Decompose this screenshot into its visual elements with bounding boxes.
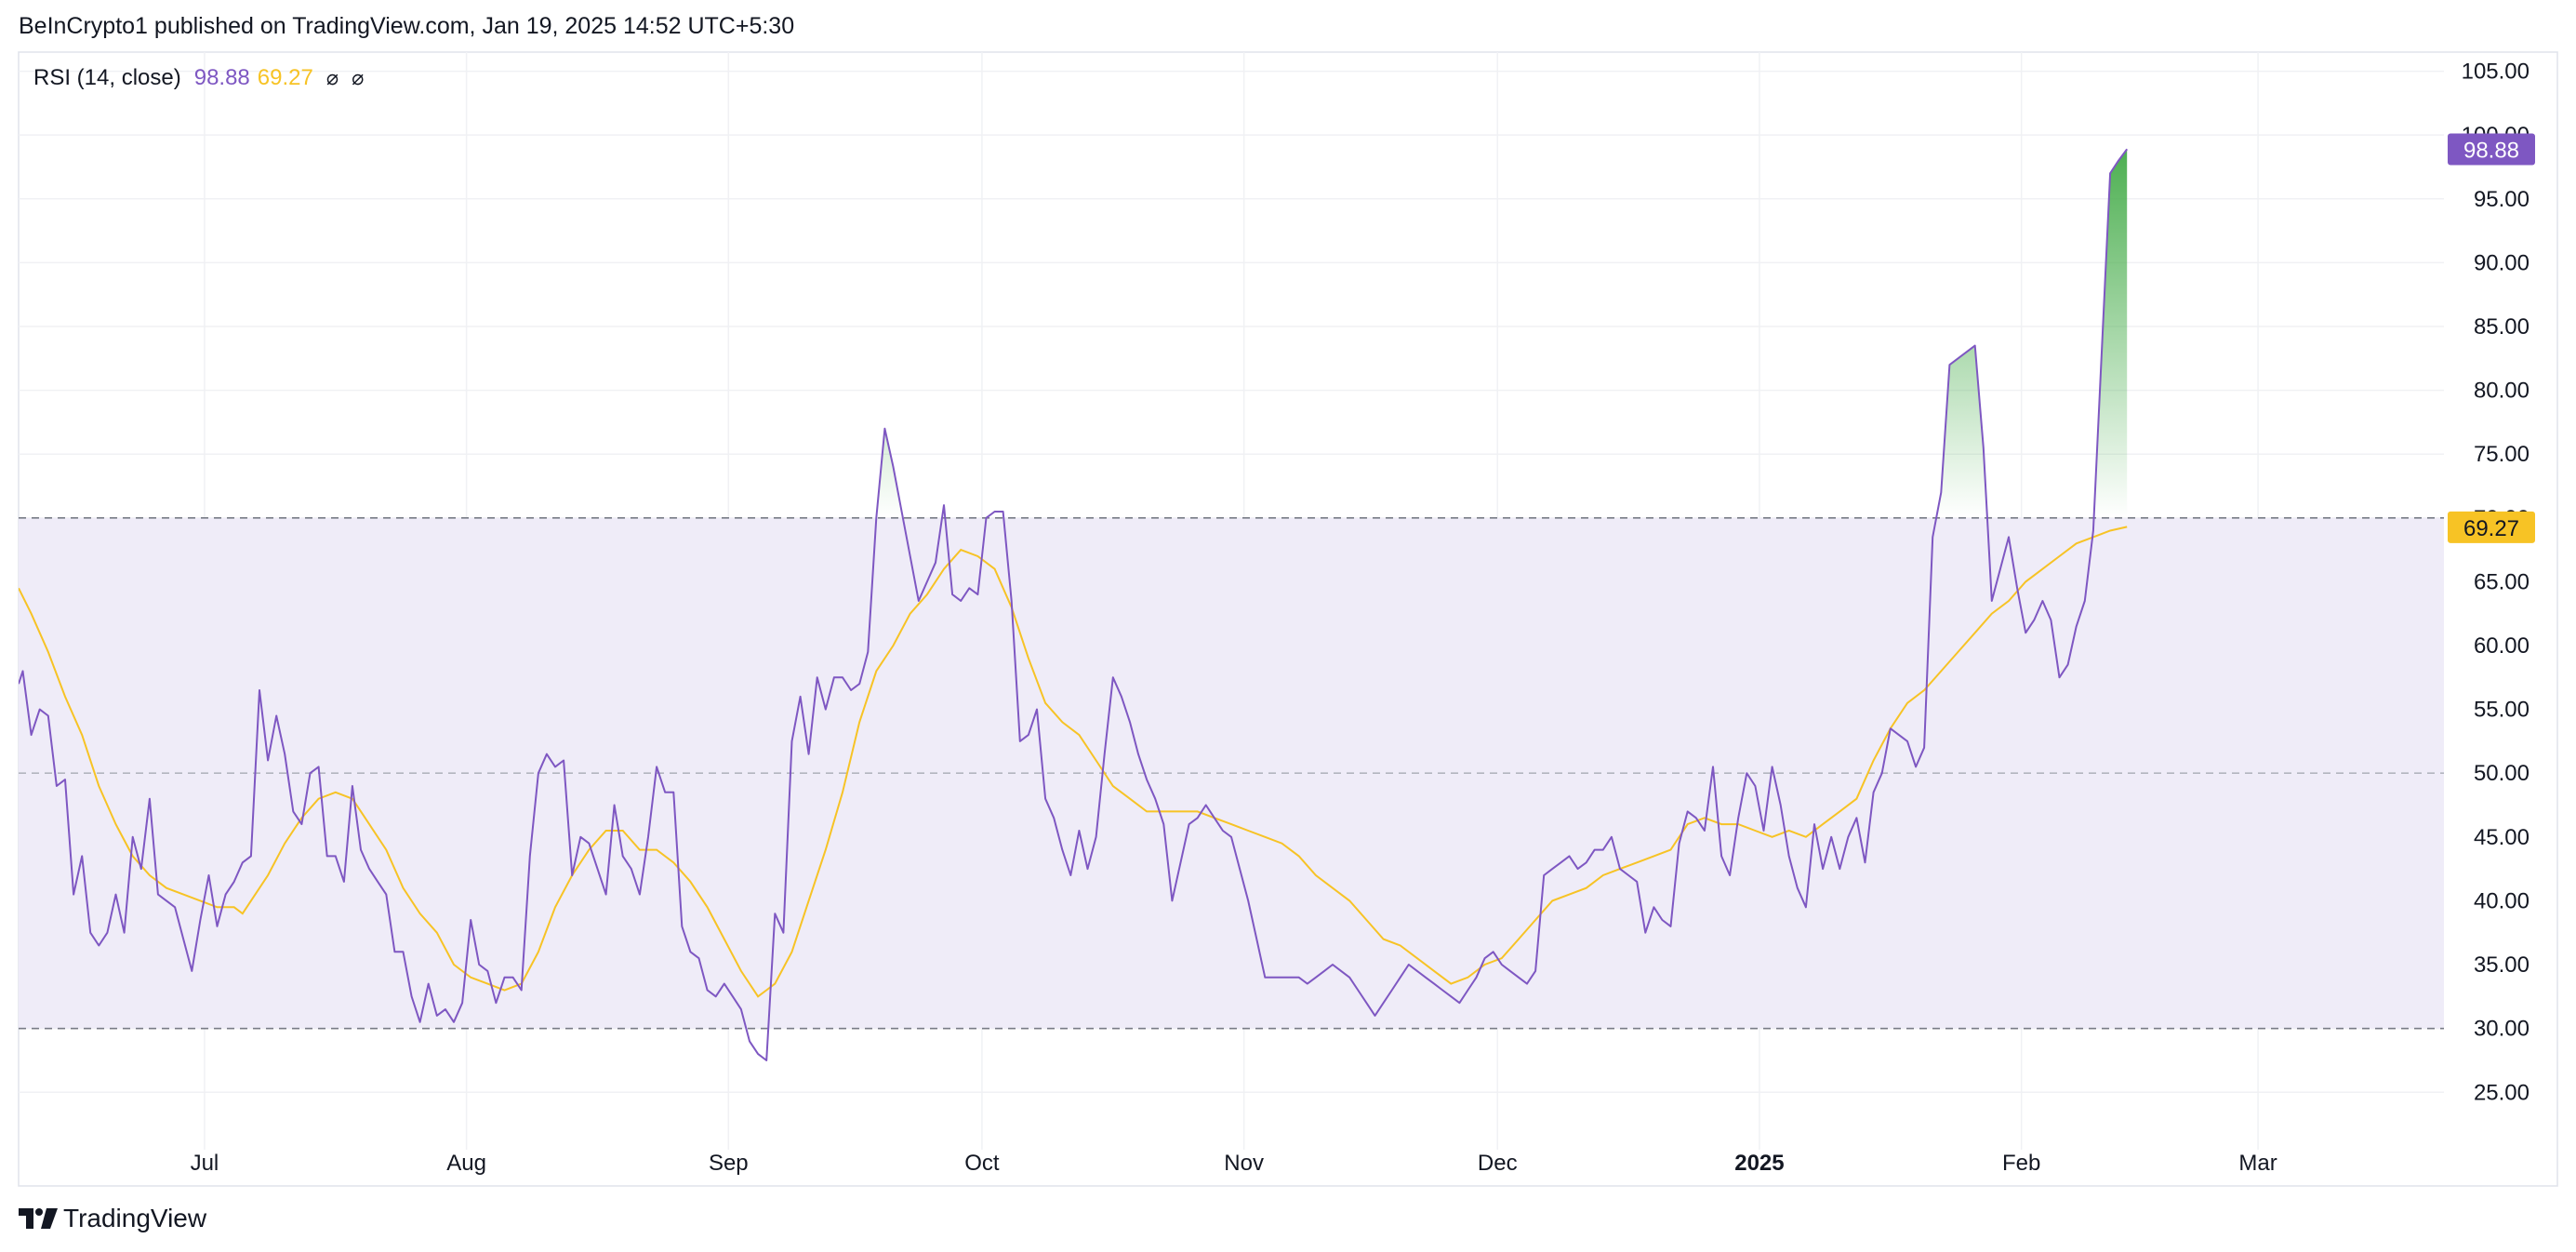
y-tick-label: 105.00 (2462, 60, 2530, 85)
y-tick-label: 60.00 (2474, 633, 2530, 659)
rsi-price-tag-bg (2448, 133, 2535, 166)
visibility-off-icon[interactable]: ⌀ (325, 66, 339, 89)
ma-price-tag-bg (2448, 511, 2535, 543)
overbought-area (986, 512, 1004, 518)
y-tick-label: 45.00 (2474, 825, 2530, 850)
x-tick-label: Dec (1478, 1151, 1518, 1176)
visibility-off-icon[interactable]: ⌀ (352, 66, 365, 89)
y-tick-label: 85.00 (2474, 314, 2530, 340)
x-tick-label: Oct (964, 1151, 1000, 1176)
y-tick-label: 65.00 (2474, 569, 2530, 594)
y-tick-label: 75.00 (2474, 442, 2530, 467)
price-tags: 98.88 69.27 (2448, 133, 2535, 543)
rsi-price-tag: 98.88 (2448, 133, 2535, 166)
x-tick-label: Sep (709, 1151, 749, 1176)
indicator-legend[interactable]: RSI (14, close) 98.88 69.27 ⌀ ⌀ (33, 65, 364, 91)
rsi-line (19, 148, 2129, 1061)
overbought-fill (876, 149, 2128, 518)
tradingview-logo-icon (19, 1208, 58, 1229)
y-tick-label: 55.00 (2474, 698, 2530, 723)
ma-price-tag: 69.27 (2448, 511, 2535, 543)
y-tick-label: 80.00 (2474, 379, 2530, 404)
overbought-area (2093, 149, 2128, 518)
y-tick-label: 25.00 (2474, 1080, 2530, 1105)
y-tick-label: 40.00 (2474, 888, 2530, 913)
y-tick-label: 50.00 (2474, 761, 2530, 786)
x-tick-label: Nov (1224, 1151, 1264, 1176)
tradingview-brand[interactable]: TradingView (19, 1204, 206, 1233)
x-axis-labels: Jul Aug Sep Oct Nov Dec 2025 Feb Mar (191, 1151, 2277, 1176)
y-tick-label: 95.00 (2474, 187, 2530, 212)
x-tick-label: 2025 (1734, 1151, 1784, 1176)
band-lines (19, 517, 2444, 1030)
y-tick-label: 35.00 (2474, 952, 2530, 978)
rsi-price-tag-text: 98.88 (2463, 139, 2519, 164)
ma-value: 69.27 (257, 65, 313, 90)
x-tick-label: Jul (191, 1151, 219, 1176)
y-tick-label: 90.00 (2474, 250, 2530, 275)
rsi-value: 98.88 (193, 65, 250, 90)
y-tick-label: 30.00 (2474, 1017, 2530, 1042)
x-tick-label: Feb (2002, 1151, 2040, 1176)
publish-header: BeInCrypto1 published on TradingView.com… (19, 13, 795, 39)
x-tick-label: Aug (446, 1151, 486, 1176)
x-tick-label: Mar (2238, 1151, 2277, 1176)
series-lines (19, 148, 2129, 1061)
ma-price-tag-text: 69.27 (2463, 516, 2519, 541)
brand-name: TradingView (63, 1204, 207, 1232)
overbought-area (1936, 345, 1987, 518)
indicator-name[interactable]: RSI (14, close) (33, 65, 181, 90)
y-axis-labels: 105.00100.0095.0090.0085.0080.0075.0070.… (2462, 60, 2530, 1106)
